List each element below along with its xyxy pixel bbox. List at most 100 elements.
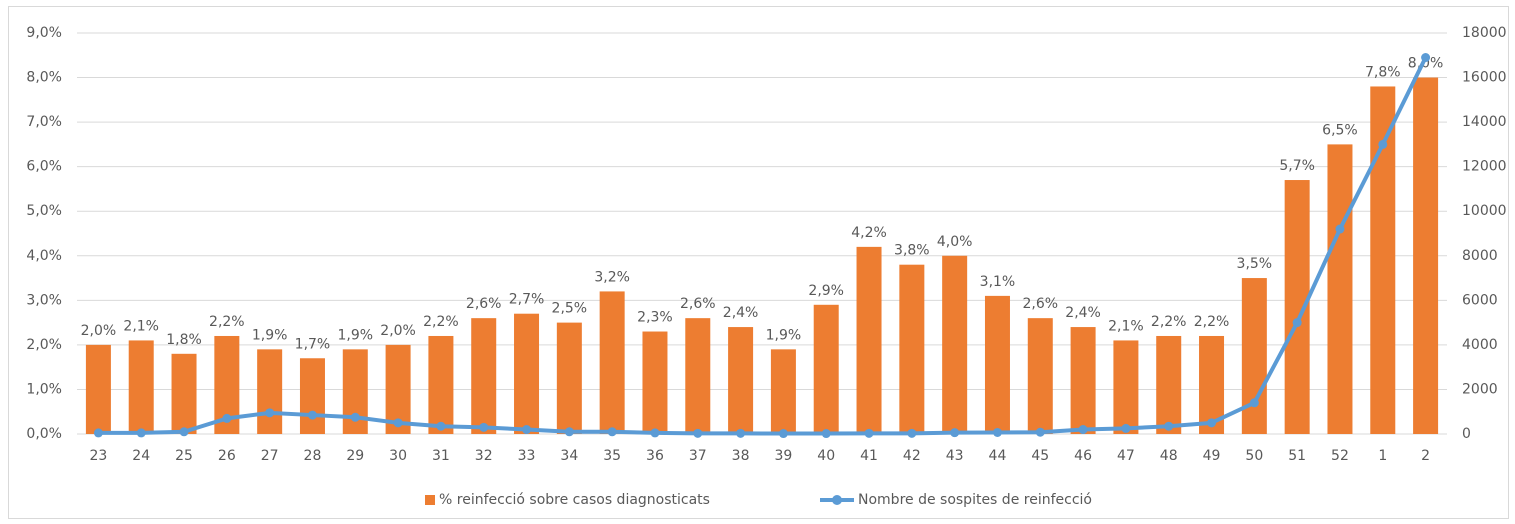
x-tick-label: 29	[346, 448, 364, 464]
data-label: 2,7%	[509, 292, 545, 308]
line-point	[136, 428, 146, 438]
data-label: 1,9%	[766, 327, 802, 343]
y2-tick-label: 16000	[1462, 70, 1507, 86]
x-tick-label: 25	[175, 448, 193, 464]
bar	[770, 349, 796, 434]
bar	[1370, 86, 1396, 434]
line-point	[1035, 427, 1045, 437]
data-label: 2,6%	[680, 296, 716, 312]
bar	[1156, 335, 1182, 434]
y-tick-label: 3,0%	[26, 292, 62, 308]
bar	[1070, 327, 1096, 434]
line-point	[693, 428, 703, 438]
x-tick-label: 28	[304, 448, 322, 464]
line-point	[93, 428, 103, 438]
data-label: 2,6%	[466, 296, 502, 312]
legend-label: % reinfecció sobre casos diagnosticats	[439, 492, 710, 508]
x-tick-label: 26	[218, 448, 236, 464]
bar	[984, 295, 1010, 434]
y2-tick-label: 18000	[1462, 25, 1507, 41]
data-label: 2,4%	[1065, 305, 1101, 321]
data-label: 2,0%	[81, 323, 117, 339]
bar	[899, 264, 925, 434]
bar	[171, 353, 197, 434]
y-tick-label: 8,0%	[26, 70, 62, 86]
y2-tick-label: 14000	[1462, 114, 1507, 130]
line-point	[950, 428, 960, 438]
bar	[599, 291, 625, 434]
bar	[428, 335, 454, 434]
bar	[642, 331, 668, 434]
line-point	[436, 421, 446, 431]
data-label: 8,0%	[1408, 56, 1444, 72]
line-point	[265, 408, 275, 418]
line-point	[564, 427, 574, 437]
legend-label: Nombre de sospites de reinfecció	[858, 492, 1092, 508]
x-tick-label: 49	[1203, 448, 1221, 464]
line-point	[1335, 224, 1345, 234]
line-point	[1421, 53, 1431, 63]
bar	[514, 313, 540, 434]
bar	[685, 318, 711, 434]
line-point	[393, 418, 403, 428]
x-tick-label: 35	[603, 448, 621, 464]
y2-tick-label: 4000	[1462, 337, 1498, 353]
bar	[556, 322, 582, 434]
y-tick-label: 2,0%	[26, 337, 62, 353]
x-tick-label: 50	[1245, 448, 1263, 464]
data-label: 2,2%	[1194, 314, 1230, 330]
x-tick-label: 33	[518, 448, 536, 464]
bar	[1113, 340, 1139, 434]
x-tick-label: 42	[903, 448, 921, 464]
x-tick-label: 31	[432, 448, 450, 464]
x-tick-label: 1	[1378, 448, 1387, 464]
data-label: 4,0%	[937, 234, 973, 250]
line-point	[821, 429, 831, 439]
legend-swatch	[425, 495, 435, 505]
data-label: 1,7%	[295, 336, 331, 352]
x-tick-label: 48	[1160, 448, 1178, 464]
bar	[128, 340, 154, 434]
x-tick-label: 32	[475, 448, 493, 464]
line-point	[522, 425, 532, 435]
line-point	[1292, 318, 1302, 328]
x-tick-label: 30	[389, 448, 407, 464]
data-label: 3,5%	[1237, 256, 1273, 272]
data-label: 2,5%	[552, 301, 588, 317]
x-tick-label: 37	[689, 448, 707, 464]
data-label: 2,3%	[637, 310, 673, 326]
y-tick-label: 1,0%	[26, 381, 62, 397]
y-tick-label: 6,0%	[26, 159, 62, 175]
x-tick-label: 23	[89, 448, 107, 464]
data-label: 4,2%	[851, 225, 887, 241]
x-tick-label: 36	[646, 448, 664, 464]
x-tick-label: 41	[860, 448, 878, 464]
line-point	[222, 413, 232, 423]
bar	[856, 246, 882, 434]
x-tick-label: 39	[774, 448, 792, 464]
x-tick-label: 2	[1421, 448, 1430, 464]
bar	[1413, 77, 1439, 435]
chart-border	[8, 6, 1509, 519]
bar	[257, 349, 283, 434]
data-label: 2,0%	[380, 323, 416, 339]
y2-tick-label: 6000	[1462, 292, 1498, 308]
x-tick-label: 43	[946, 448, 964, 464]
legend-swatch	[832, 495, 842, 505]
x-tick-label: 34	[560, 448, 578, 464]
bar	[728, 327, 754, 434]
line-point	[1378, 139, 1388, 149]
line-point	[650, 428, 660, 438]
line-point	[778, 429, 788, 439]
y-tick-label: 4,0%	[26, 248, 62, 264]
data-label: 1,9%	[252, 327, 288, 343]
line-point	[479, 422, 489, 432]
y2-tick-label: 2000	[1462, 381, 1498, 397]
line	[98, 56, 1428, 436]
data-label: 3,2%	[594, 269, 630, 285]
bar	[813, 304, 839, 434]
x-tick-label: 51	[1288, 448, 1306, 464]
bar	[1327, 144, 1353, 434]
y2-tick-label: 10000	[1462, 203, 1507, 219]
